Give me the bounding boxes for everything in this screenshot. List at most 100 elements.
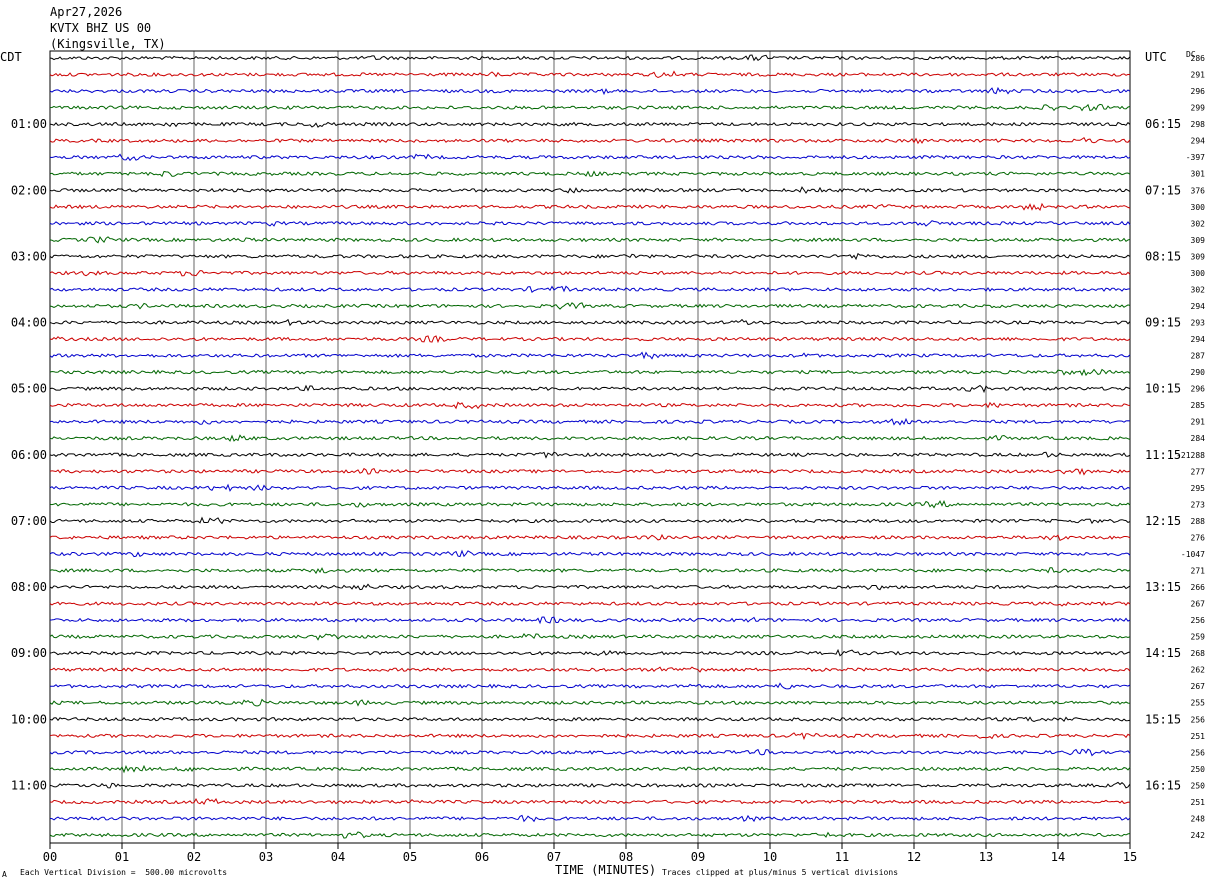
- utc-hour-label: 13:15: [1145, 580, 1181, 594]
- utc-hour-label: 10:15: [1145, 382, 1181, 396]
- utc-hour-label: 15:15: [1145, 712, 1181, 726]
- dc-offset-label: 287: [1191, 352, 1206, 361]
- seismic-trace: [49, 648, 1131, 657]
- seismic-trace: [49, 732, 1131, 741]
- dc-offset-label: 300: [1191, 269, 1206, 278]
- x-tick-label: 08: [619, 850, 633, 864]
- dc-offset-label: 299: [1191, 104, 1206, 113]
- x-tick-label: 03: [259, 850, 273, 864]
- seismic-trace: [49, 170, 1131, 178]
- dc-offset-label: -21288: [1176, 451, 1205, 460]
- seismic-trace: [49, 716, 1131, 723]
- cdt-hour-label: 03:00: [11, 249, 47, 263]
- dc-offset-label: 271: [1191, 566, 1206, 575]
- dc-offset-label: 256: [1191, 748, 1206, 757]
- dc-offset-label: 298: [1191, 120, 1206, 129]
- dc-offset-label: 256: [1191, 616, 1206, 625]
- dc-offset-label: 267: [1191, 682, 1206, 691]
- date-label: Apr27,2026: [50, 5, 123, 19]
- seismic-trace: [49, 549, 1131, 558]
- dc-offset-label: 291: [1191, 418, 1206, 427]
- dc-offset-label: 302: [1191, 285, 1206, 294]
- dc-offset-label: -397: [1186, 153, 1205, 162]
- dc-offset-label: 291: [1191, 71, 1206, 80]
- seismic-trace: [49, 302, 1131, 310]
- seismic-trace: [49, 417, 1131, 426]
- dc-offset-label: 248: [1191, 814, 1206, 823]
- dc-offset-label: 267: [1191, 600, 1206, 609]
- x-tick-label: 13: [979, 850, 993, 864]
- dc-offset-label: 290: [1191, 368, 1206, 377]
- seismic-trace: [49, 748, 1131, 757]
- dc-offset-label: 309: [1191, 236, 1206, 245]
- seismic-trace: [49, 666, 1131, 673]
- seismic-trace: [49, 202, 1131, 211]
- seismic-trace: [49, 831, 1131, 839]
- x-tick-label: 09: [691, 850, 705, 864]
- seismic-trace: [49, 632, 1131, 641]
- x-tick-label: 04: [331, 850, 345, 864]
- x-tick-label: 02: [187, 850, 201, 864]
- dc-offset-label: 273: [1191, 500, 1206, 509]
- seismic-trace: [49, 814, 1131, 823]
- seismic-trace: [49, 764, 1131, 774]
- station-label: KVTX BHZ US 00: [50, 21, 152, 35]
- cdt-hour-label: 02:00: [11, 183, 47, 197]
- plot-frame: [49, 50, 1131, 844]
- seismic-trace: [49, 103, 1131, 112]
- seismic-trace: [49, 401, 1131, 410]
- seismic-trace: [49, 516, 1131, 525]
- utc-hour-label: 09:15: [1145, 316, 1181, 330]
- seismic-trace: [49, 351, 1131, 360]
- x-tick-label: 01: [115, 850, 129, 864]
- utc-hour-label: 08:15: [1145, 249, 1181, 263]
- utc-hour-label: 14:15: [1145, 646, 1181, 660]
- x-tick-label: 11: [835, 850, 849, 864]
- dc-offset-label: 284: [1191, 434, 1206, 443]
- seismic-trace: [49, 153, 1131, 162]
- seismic-trace: [49, 86, 1131, 96]
- dc-offset-label: 302: [1191, 219, 1206, 228]
- seismic-trace: [49, 136, 1131, 145]
- seismic-trace: [49, 616, 1131, 625]
- location-label: (Kingsville, TX): [50, 37, 166, 51]
- clip-note: Traces clipped at plus/minus 5 vertical …: [662, 868, 899, 877]
- seismic-trace: [49, 318, 1131, 327]
- dc-offset-label: 293: [1191, 319, 1206, 328]
- seismic-trace: [49, 270, 1131, 277]
- seismic-trace: [49, 54, 1131, 62]
- corner-mark: A: [2, 870, 7, 879]
- x-axis-label: TIME (MINUTES): [555, 863, 657, 877]
- seismic-trace: [49, 434, 1131, 442]
- seismic-trace: [49, 567, 1131, 575]
- utc-hour-label: 16:15: [1145, 778, 1181, 792]
- cdt-hour-label: 07:00: [11, 514, 47, 528]
- seismic-trace: [49, 797, 1131, 806]
- dc-offset-label: 285: [1191, 401, 1206, 410]
- seismic-trace: [49, 533, 1131, 541]
- seismic-trace: [49, 236, 1131, 244]
- dc-offset-label: 295: [1191, 484, 1206, 493]
- dc-label: DC: [1186, 50, 1196, 59]
- seismic-trace: [49, 368, 1131, 377]
- dc-offset-label: 251: [1191, 732, 1206, 741]
- utc-hour-label: 11:15: [1145, 448, 1181, 462]
- x-tick-label: 14: [1051, 850, 1065, 864]
- x-tick-label: 10: [763, 850, 777, 864]
- dc-offset-label: 277: [1191, 467, 1206, 476]
- dc-offset-label: 294: [1191, 137, 1206, 146]
- seismic-trace: [50, 682, 1131, 690]
- seismic-trace: [49, 220, 1131, 227]
- seismic-trace: [49, 583, 1131, 591]
- utc-label: UTC: [1145, 50, 1167, 64]
- dc-offset-label: 242: [1191, 831, 1206, 840]
- cdt-hour-label: 08:00: [11, 580, 47, 594]
- seismic-trace: [49, 698, 1131, 707]
- dc-offset-label: 300: [1191, 203, 1206, 212]
- scale-note: Each Vertical Division = 500.00 microvol…: [20, 868, 228, 877]
- seismic-trace: [49, 384, 1131, 394]
- seismic-trace: [49, 467, 1131, 476]
- seismic-trace: [49, 252, 1131, 261]
- seismic-trace: [49, 500, 1131, 509]
- cdt-hour-label: 01:00: [11, 117, 47, 131]
